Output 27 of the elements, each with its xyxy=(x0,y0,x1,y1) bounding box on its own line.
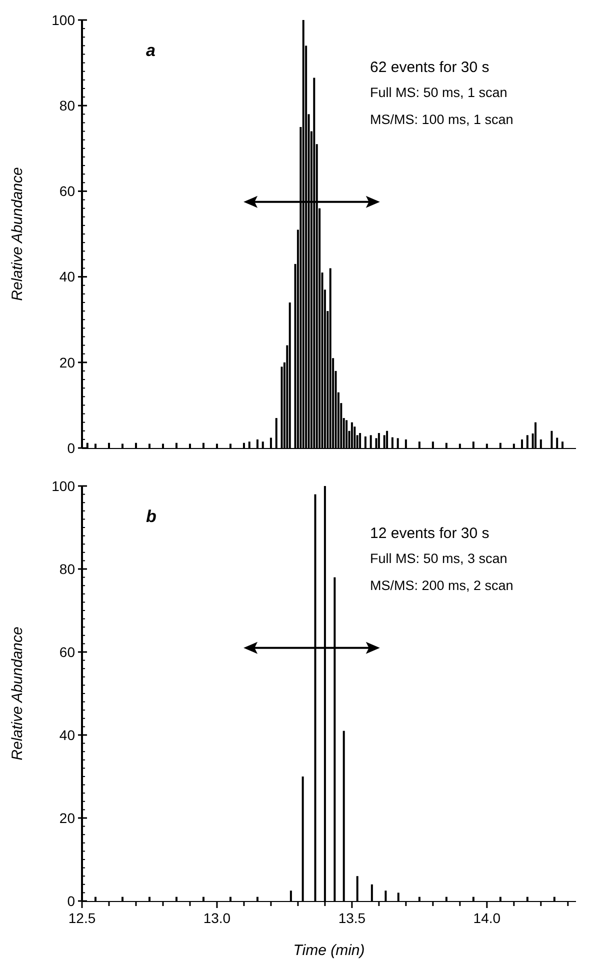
annotation: a xyxy=(146,41,156,60)
y-tick-label: 20 xyxy=(59,354,76,370)
annotation: MS/MS: 100 ms, 1 scan xyxy=(370,112,514,127)
y-tick-label: 0 xyxy=(67,892,76,909)
y-axis-title: Relative Abundance xyxy=(9,167,26,301)
x-tick-label: 12.5 xyxy=(68,910,96,926)
y-tick-label: 60 xyxy=(59,183,76,200)
y-axis-title: Relative Abundance xyxy=(9,626,26,760)
y-tick-label: 100 xyxy=(52,478,76,494)
y-tick-label: 100 xyxy=(52,12,76,28)
annotation: Full MS: 50 ms, 3 scan xyxy=(370,551,508,566)
x-tick-label: 13.5 xyxy=(338,910,366,926)
y-tick-label: 60 xyxy=(59,644,76,660)
y-tick-label: 40 xyxy=(59,726,76,743)
y-tick-label: 0 xyxy=(67,440,76,456)
y-tick-label: 80 xyxy=(59,560,76,577)
x-axis-title: Time (min) xyxy=(293,942,365,959)
annotation: MS/MS: 200 ms, 2 scan xyxy=(370,578,514,593)
y-tick-label: 80 xyxy=(59,98,76,114)
annotation: 62 events for 30 s xyxy=(370,59,490,76)
y-tick-label: 40 xyxy=(59,268,76,285)
annotation: b xyxy=(146,507,156,526)
annotation: Full MS: 50 ms, 1 scan xyxy=(370,85,508,100)
annotation: 12 events for 30 s xyxy=(370,525,490,542)
text: 13.0 xyxy=(203,910,231,926)
y-tick-label: 20 xyxy=(59,810,76,826)
x-tick-label: 14.0 xyxy=(473,910,501,926)
